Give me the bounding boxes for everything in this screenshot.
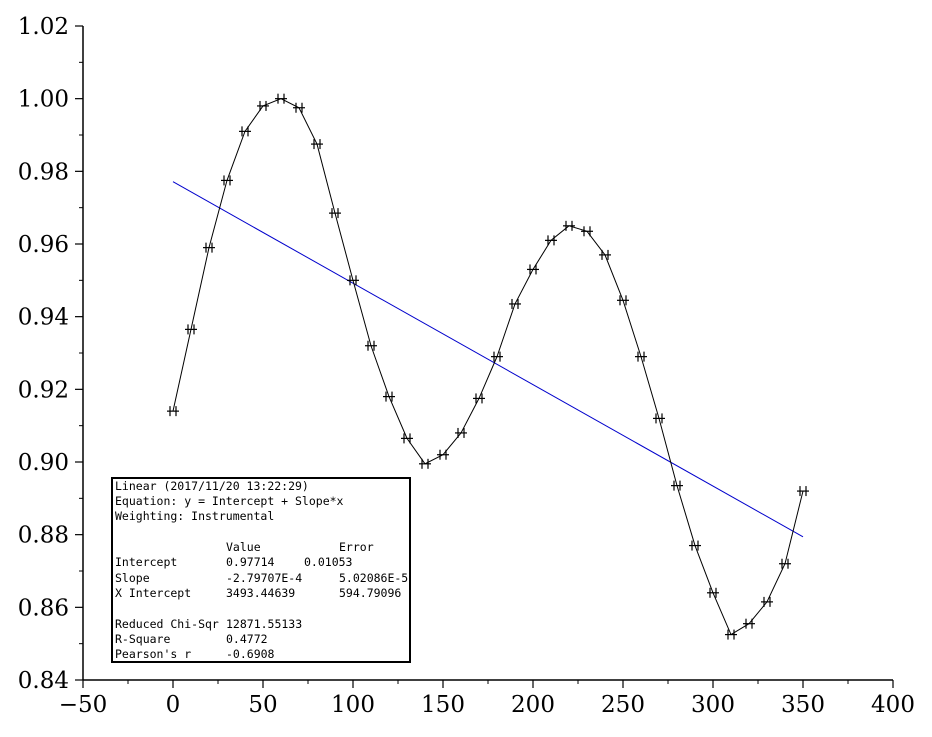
data-point	[293, 102, 305, 113]
data-point	[347, 275, 359, 286]
x-tick-label: 350	[781, 692, 825, 718]
y-tick-label: 1.02	[18, 14, 69, 40]
data-point	[599, 249, 611, 260]
y-tick-label: 0.96	[18, 232, 69, 258]
x-tick-label: 50	[248, 692, 277, 718]
data-point	[311, 139, 323, 150]
data-point	[545, 235, 557, 246]
y-tick-label: 0.94	[18, 305, 69, 331]
data-point	[743, 618, 755, 629]
data-point	[635, 351, 647, 362]
y-tick-label: 0.88	[18, 523, 69, 549]
data-point	[383, 391, 395, 402]
x-tick-label: 300	[691, 692, 735, 718]
data-point	[797, 486, 809, 497]
stats-slope-error: 5.02086E-5	[339, 571, 408, 585]
x-tick-label: 150	[421, 692, 465, 718]
data-point	[509, 298, 521, 309]
fit-line	[172, 181, 804, 538]
y-tick-label: 0.98	[18, 159, 69, 185]
stats-intercept-label: Intercept	[115, 555, 177, 569]
data-point	[257, 100, 269, 111]
data-point	[689, 540, 701, 551]
stats-box: Linear (2017/11/20 13:22:29) Equation: y…	[111, 477, 411, 663]
x-tick-label: −50	[59, 692, 108, 718]
data-point	[203, 242, 215, 253]
stats-header-value: Value	[226, 540, 261, 554]
data-point	[707, 587, 719, 598]
stats-pearson-label: Pearson's r	[115, 647, 191, 661]
data-point	[419, 458, 431, 469]
stats-chisqr-label: Reduced Chi-Sqr	[115, 617, 219, 631]
data-point	[167, 406, 179, 417]
data-point	[779, 558, 791, 569]
stats-box-frame	[111, 477, 411, 663]
stats-pearson-value: -0.6908	[226, 647, 275, 661]
axes: 0.84 0.86 0.88 0.90 0.92 0.94 0.96 0.98 1.00 1.02…	[18, 14, 915, 718]
x-tick-label: 250	[601, 692, 645, 718]
stats-line-fit-name: Linear (2017/11/20 13:22:29)	[115, 479, 309, 493]
data-point	[761, 596, 773, 607]
data-point	[527, 264, 539, 275]
stats-chisqr-value: 12871.55133	[226, 617, 302, 631]
stats-line-weighting: Weighting: Instrumental	[115, 509, 274, 523]
data-point	[437, 449, 449, 460]
x-tick-label: 200	[511, 692, 555, 718]
data-point	[185, 324, 197, 335]
stats-xintercept-error: 594.79096	[339, 586, 401, 600]
stats-header-error: Error	[339, 540, 374, 554]
stats-slope-label: Slope	[115, 571, 150, 585]
data-point	[401, 433, 413, 444]
stats-intercept-value: 0.97714	[226, 555, 275, 569]
data-point	[563, 220, 575, 231]
data-point	[473, 393, 485, 404]
data-point	[725, 629, 737, 640]
stats-slope-value: -2.79707E-4	[226, 571, 302, 585]
y-tick-label: 0.90	[18, 450, 69, 476]
data-point	[455, 427, 467, 438]
data-point	[491, 351, 503, 362]
data-point	[365, 340, 377, 351]
data-point	[239, 126, 251, 137]
stats-intercept-error: 0.01053	[304, 555, 353, 569]
data-point	[275, 93, 287, 104]
data-point	[221, 175, 233, 186]
y-tick-label: 1.00	[18, 87, 69, 113]
data-point	[617, 295, 629, 306]
y-tick-label: 0.86	[18, 595, 69, 621]
y-tick-label: 0.84	[18, 668, 69, 694]
data-point	[671, 480, 683, 491]
y-tick-label: 0.92	[18, 377, 69, 403]
data-point	[581, 226, 593, 237]
series-layer	[167, 93, 809, 640]
data-point	[653, 413, 665, 424]
stats-rsquare-value: 0.4772	[226, 632, 268, 646]
data-point	[329, 208, 341, 219]
x-tick-label: 0	[166, 692, 181, 718]
stats-line-equation: Equation: y = Intercept + Slope*x	[115, 494, 344, 508]
x-tick-label: 100	[331, 692, 375, 718]
stats-rsquare-label: R-Square	[115, 632, 170, 646]
stats-xintercept-label: X Intercept	[115, 586, 191, 600]
stats-xintercept-value: 3493.44639	[226, 586, 295, 600]
x-tick-label: 400	[871, 692, 915, 718]
